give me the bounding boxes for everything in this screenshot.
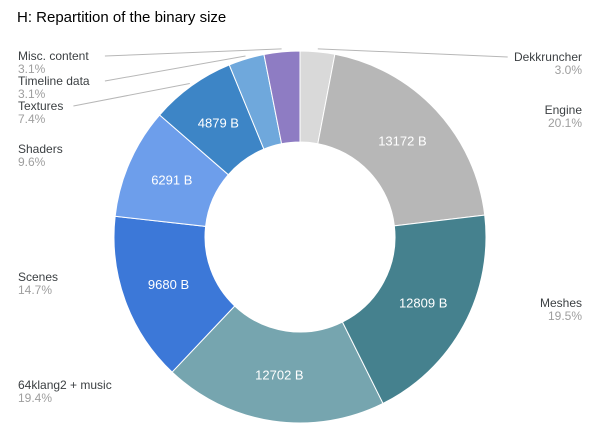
slice-percent-label-dekkruncher: 3.0%	[555, 63, 583, 77]
slice-name-label-timeline-data: Timeline data	[18, 74, 90, 88]
slice-name-label-dekkruncher: Dekkruncher	[514, 50, 582, 64]
pie-slice-meshes[interactable]	[341, 214, 487, 405]
slice-value-label-engine: 13172 B	[378, 134, 426, 149]
slice-name-label-misc-content: Misc. content	[18, 49, 89, 63]
slice-value-label-shaders: 6291 B	[151, 173, 192, 188]
label-leader-line-textures	[73, 82, 190, 107]
slice-name-label-engine: Engine	[545, 103, 583, 117]
slice-name-label-meshes: Meshes	[540, 296, 582, 310]
label-leader-line-timeline-data	[104, 55, 246, 82]
slice-percent-label-scenes: 14.7%	[18, 283, 52, 297]
slice-name-label-shaders: Shaders	[18, 142, 63, 156]
slice-name-label-64klang2-music: 64klang2 + music	[18, 378, 112, 392]
label-leader-line-dekkruncher	[317, 48, 508, 58]
slice-value-label-scenes: 9680 B	[148, 277, 189, 292]
slice-percent-label-textures: 7.4%	[18, 112, 46, 126]
slice-percent-label-shaders: 9.6%	[18, 155, 46, 169]
slice-percent-label-engine: 20.1%	[548, 116, 582, 130]
slice-value-label-meshes: 12809 B	[399, 296, 447, 311]
pie-slice-64klang2-music[interactable]	[171, 305, 384, 424]
slice-name-label-scenes: Scenes	[18, 270, 58, 284]
slice-name-label-textures: Textures	[18, 99, 63, 113]
slice-percent-label-meshes: 19.5%	[548, 309, 582, 323]
chart-title: H: Repartition of the binary size	[17, 9, 227, 26]
slice-percent-label-timeline-data: 3.1%	[18, 87, 46, 101]
slice-percent-label-misc-content: 3.1%	[18, 62, 46, 76]
pie-slice-scenes[interactable]	[113, 215, 236, 373]
slice-value-label-64klang2-music: 12702 B	[255, 367, 303, 382]
slice-value-label-textures: 4879 B	[198, 115, 239, 130]
pie-slice-engine[interactable]	[317, 53, 486, 227]
slice-percent-label-64klang2-music: 19.4%	[18, 391, 52, 405]
label-leader-line-misc-content	[104, 48, 282, 57]
pie-slice-misc-content[interactable]	[263, 50, 301, 145]
